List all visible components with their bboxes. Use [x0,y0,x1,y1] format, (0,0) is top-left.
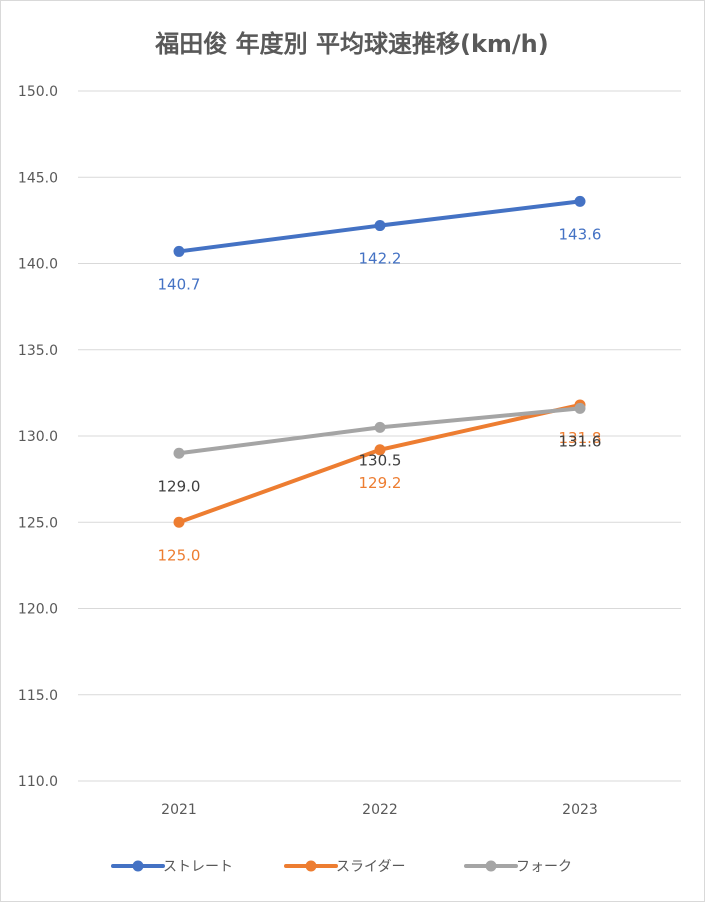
legend-label: フォーク [516,859,572,875]
y-tick-label: 140.0 [18,257,58,273]
data-point [173,516,185,528]
data-point [374,444,386,456]
data-point [374,220,386,232]
data-point [574,402,586,414]
data-point [374,421,386,433]
data-label: 130.5 [359,451,402,469]
gridlines [78,90,681,782]
y-tick-label: 120.0 [18,602,58,618]
data-labels: 140.7 142.2 143.6 125.0 129.2 131.8 129.0 130.5… [158,225,602,564]
data-label: 129.2 [359,474,402,492]
y-tick-label: 145.0 [18,170,58,186]
x-tick-label: 2023 [562,802,598,818]
legend-marker [305,860,317,872]
series-group [173,195,586,528]
chart-title: 福田俊 年度別 平均球速推移(km/h) [154,30,548,58]
legend-label: ストレート [163,859,233,875]
legend-marker [132,860,144,872]
data-point [173,447,185,459]
x-axis-ticks: 2021 2022 2023 [161,802,598,818]
x-tick-label: 2022 [362,802,398,818]
data-point [574,195,586,207]
y-tick-label: 130.0 [18,429,58,445]
legend-marker [485,860,497,872]
legend: ストレート スライダー フォーク [111,859,572,875]
data-label: 140.7 [158,275,201,293]
data-label: 129.0 [158,477,201,495]
data-label: 131.6 [559,432,602,450]
data-label: 143.6 [559,225,602,243]
data-label: 125.0 [158,546,201,564]
y-tick-label: 125.0 [18,515,58,531]
y-tick-label: 135.0 [18,343,58,359]
x-tick-label: 2021 [161,802,197,818]
y-tick-label: 150.0 [18,84,58,100]
legend-label: スライダー [336,859,405,875]
data-point [173,245,185,257]
data-label: 131.8 [559,429,602,447]
y-tick-label: 115.0 [18,688,58,704]
y-tick-label: 110.0 [18,774,58,790]
data-label: 142.2 [359,250,402,268]
y-axis-ticks: 110.0 115.0 120.0 125.0 130.0 135.0 140.0 145.0… [18,84,58,790]
